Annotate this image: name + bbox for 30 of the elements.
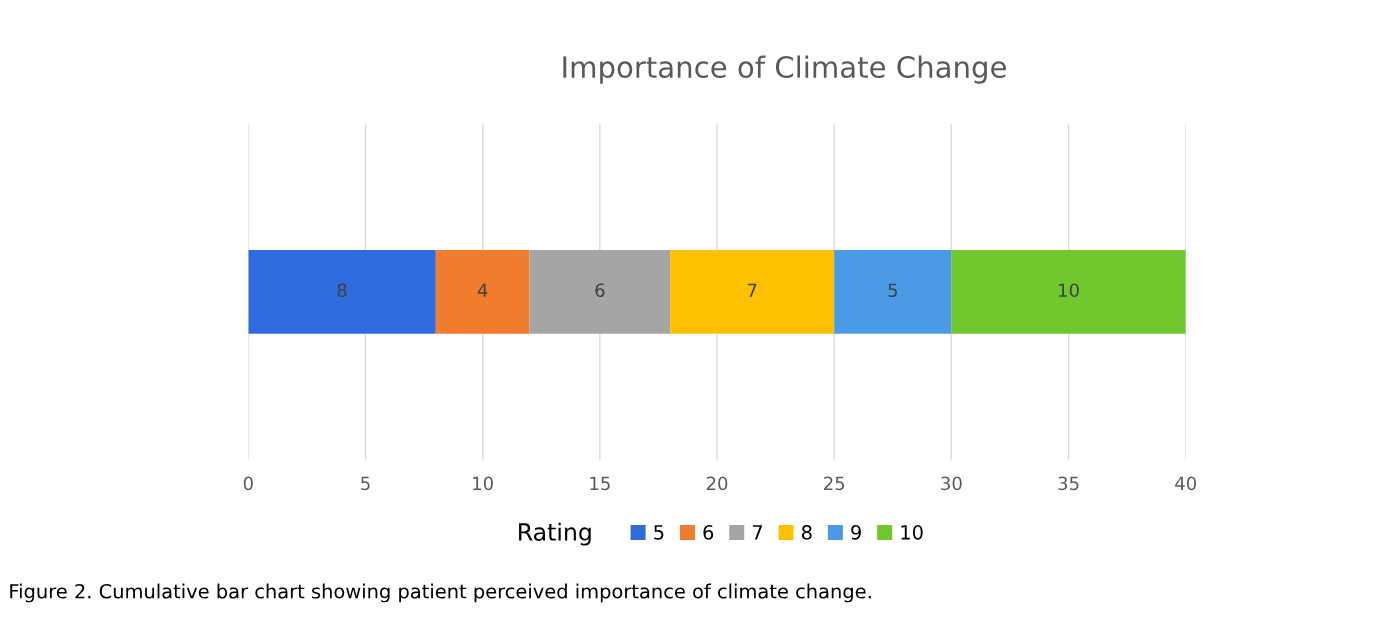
legend-label: 10 [901,524,923,540]
legend-label: 7 [752,525,763,540]
x-tick-label: 15 [590,476,610,491]
chart-title: Importance of Climate Change [563,55,1006,84]
data-label: 10 [1059,283,1079,298]
data-label: 7 [747,283,757,297]
bar [951,249,1186,334]
x-tick-label: 25 [824,476,845,491]
bar [248,249,436,334]
bar [435,249,530,334]
x-tick-label: 40 [1175,476,1197,491]
data-label: 8 [337,283,347,298]
bar [670,249,835,334]
x-tick-label: 5 [361,476,370,491]
legend-label: 9 [851,524,861,540]
x-tick-label: 0 [243,476,253,491]
x-tick-label: 10 [473,476,493,491]
x-tick-label: 35 [1058,476,1079,491]
bar [834,249,952,334]
data-label: 6 [595,283,605,298]
bar [529,249,671,334]
x-tick-label: 30 [941,476,962,491]
legend-label: 5 [654,525,664,540]
data-label: 4 [477,283,488,297]
data-label: 5 [888,283,897,298]
x-tick-label: 20 [706,476,728,491]
caption: Figure 2. Cumulative bar chart showing patient perceived importance of climate change. [10,583,871,603]
legend-label: 6 [703,524,714,540]
legend-title: Rating [519,522,591,546]
legend-label: 8 [801,524,812,540]
